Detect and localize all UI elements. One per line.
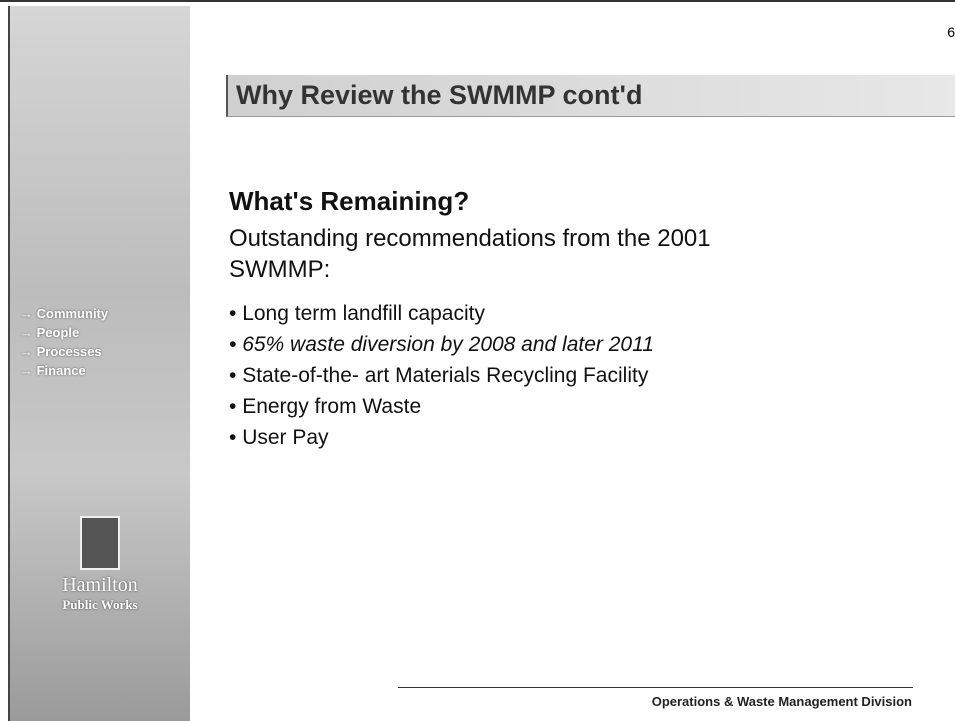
sidebar-menu: → Community → People → Processes → Finan… bbox=[20, 304, 108, 380]
bullet: 65% waste diversion by 2008 and later 20… bbox=[229, 329, 654, 360]
footer: Operations & Waste Management Division bbox=[651, 694, 912, 709]
menu-item: → Finance bbox=[20, 363, 86, 378]
bullet: Long term landfill capacity bbox=[229, 298, 654, 329]
slide-title: Why Review the SWMMP cont'd bbox=[226, 75, 955, 117]
intro: Outstanding recommendations from the 200… bbox=[229, 223, 711, 285]
footer-rule bbox=[398, 687, 913, 688]
menu-item: → Processes bbox=[20, 344, 102, 359]
heading: What's Remaining? bbox=[229, 186, 470, 216]
logo-sub: Public Works bbox=[62, 597, 138, 612]
intro-line: SWMMP: bbox=[229, 256, 331, 283]
menu-item: → People bbox=[20, 325, 80, 340]
sidebar: → Community → People → Processes → Finan… bbox=[8, 6, 190, 721]
page-number: 6 bbox=[947, 24, 955, 40]
logo-name: Hamilton bbox=[62, 574, 138, 596]
menu-item: → Community bbox=[20, 306, 109, 321]
bullet-list: Long term landfill capacity 65% waste di… bbox=[229, 298, 654, 453]
bullet: State-of-the- art Materials Recycling Fa… bbox=[229, 360, 654, 391]
logo: Hamilton Public Works bbox=[10, 516, 190, 613]
bullet: User Pay bbox=[229, 422, 654, 453]
bullet: Energy from Waste bbox=[229, 391, 654, 422]
intro-line: Outstanding recommendations from the 200… bbox=[229, 225, 711, 252]
logo-icon bbox=[80, 516, 120, 570]
